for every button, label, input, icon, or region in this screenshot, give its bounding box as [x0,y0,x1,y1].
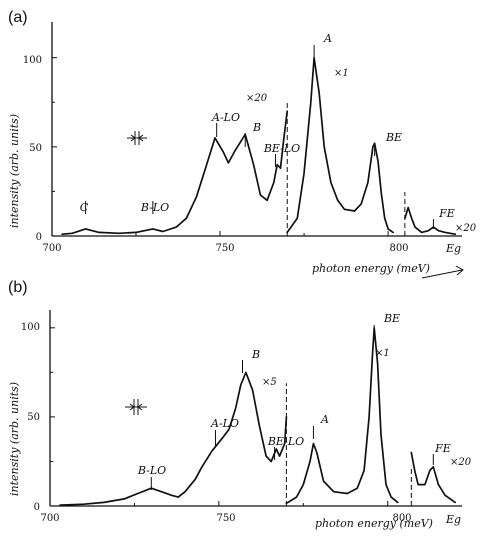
panel-b-peak-label-a-lo: A-LO [210,417,239,430]
panel-b-ytick-0: 0 [34,502,40,513]
panel-b-multiplier-high: ×20 [450,457,472,468]
panel-b: (b) 0 50 100 700 750 800 intensity (arb.… [8,279,472,530]
panel-a-peak-label-a-lo: A-LO [211,111,240,124]
panel-b-spectrum-segment-1 [59,371,288,506]
panel-a-tick-marks [51,57,389,237]
panel-a-xtick-750: 750 [215,243,234,254]
panel-a-xtick-800: 800 [389,243,408,254]
panel-a-ylabel: intensity (arb. units) [8,114,21,228]
panel-b-ytick-100: 100 [21,322,40,333]
panel-b-peak-label-b: B [251,348,260,361]
panel-b-ytick-50: 50 [27,412,40,423]
panel-a-dashed-markers [286,102,406,236]
panel-b-peak-label-be: BE [383,312,400,325]
panel-a-peak-label-c: C [80,201,89,214]
panel-a-multiplier-mid: ×1 [334,68,349,79]
panel-b-multiplier-low: ×5 [262,377,277,388]
panel-b-peak-ticks [150,325,434,490]
panel-b-energy-gap-label: Eg [445,513,461,526]
panel-a-energy-gap-label: Eg [445,242,461,255]
panel-a-multiplier-high: ×20 [455,223,477,234]
panel-b-spectrum-segment-3 [410,451,457,504]
panel-a-peak-label-b: B [252,121,261,134]
panel-b-ylabel: intensity (arb. units) [8,382,21,496]
panel-a-multiplier-low: ×20 [246,93,268,104]
panel-a-curves [61,56,457,236]
panel-a-ytick-50: 50 [29,143,42,154]
panel-b-xtick-700: 700 [40,513,59,524]
panel-a-xtick-700: 700 [42,243,61,254]
panel-a-ytick-0: 0 [36,232,42,243]
panel-b-peak-label-be-lo: BE-LO [267,435,304,448]
panel-a-peak-label-be-lo: BE-LO [263,142,300,155]
panel-a-tag: (a) [8,9,28,26]
panel-b-dashed-markers [285,383,412,506]
panel-a-spectrum-segment-3 [404,206,457,236]
panel-b-xtick-750: 750 [216,513,235,524]
panel-a-xlabel: photon energy (meV) [312,262,430,275]
panel-a: (a) 0 50 100 700 750 800 intensity (arb.… [8,9,477,279]
panel-a-xlabel-arrow-icon [421,269,463,279]
panel-b-peak-label-b-lo: B-LO [137,464,166,477]
panel-a-spectrum-segment-1 [61,110,289,236]
panel-a-xlabel-arrowhead-icon [455,265,464,276]
panel-a-peak-label-b-lo: B-LO [140,201,169,214]
panel-b-tick-marks [49,327,389,507]
panel-a-resolution-icon [127,131,147,145]
panel-a-peak-ticks [85,45,434,229]
panel-b-curves [59,326,457,506]
panel-b-xlabel: photon energy (meV) [315,517,433,530]
panel-a-peak-label-a: A [323,32,332,45]
panel-b-xtick-800: 800 [392,513,411,524]
panel-b-peak-label-fe: FE [434,442,451,455]
panel-a-spectrum-segment-2 [286,56,394,234]
panel-b-spectrum-segment-2 [285,326,399,505]
panel-a-ytick-100: 100 [23,55,42,66]
panel-b-resolution-icon [125,399,147,415]
panel-b-tag: (b) [8,279,28,296]
panel-a-peak-label-fe: FE [438,207,455,220]
panel-b-peak-label-a: A [320,413,329,426]
panel-a-peak-label-be: BE [385,131,402,144]
panel-b-multiplier-mid: ×1 [375,348,390,359]
